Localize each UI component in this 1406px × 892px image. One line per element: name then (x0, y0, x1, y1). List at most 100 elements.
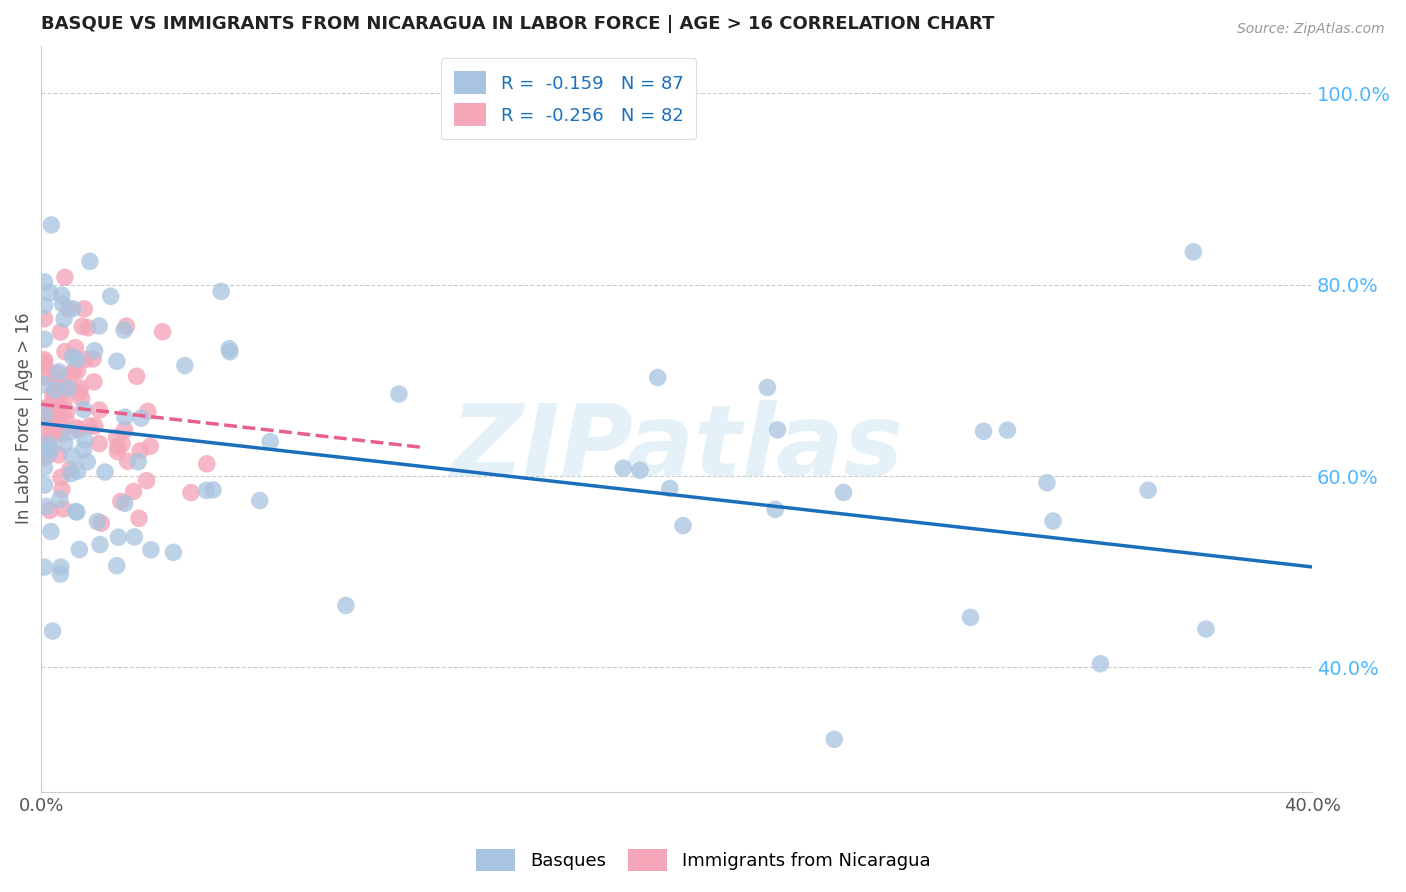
Point (89, 318, 111, 333)
Point (195, 483, 218, 498)
Point (55, 412, 77, 426)
Point (766, 423, 789, 437)
Point (152, 325, 174, 339)
Point (34, 460, 56, 475)
Point (997, 423, 1019, 437)
Point (135, 474, 157, 488)
Point (59, 462, 82, 476)
Point (42, 386, 65, 401)
Point (658, 482, 681, 496)
Point (53, 312, 76, 326)
Point (72, 442, 94, 457)
Point (259, 434, 281, 449)
Point (38, 448, 60, 462)
Point (195, 457, 218, 471)
Point (34, 275, 56, 289)
Point (110, 494, 132, 508)
Point (48, 448, 70, 462)
Point (49, 325, 72, 339)
Point (34, 359, 56, 374)
Point (41, 624, 63, 638)
Point (58, 301, 80, 316)
Point (218, 342, 240, 356)
Point (122, 484, 145, 499)
Point (335, 599, 357, 613)
Point (105, 354, 128, 368)
Point (49, 560, 72, 574)
Point (973, 424, 995, 438)
Point (75, 352, 97, 367)
Point (83, 419, 105, 434)
Point (66, 364, 89, 378)
Point (60, 467, 83, 481)
Point (612, 461, 634, 475)
Point (107, 530, 129, 544)
Y-axis label: In Labor Force | Age > 16: In Labor Force | Age > 16 (15, 313, 32, 524)
Point (105, 430, 128, 444)
Point (201, 483, 224, 497)
Point (823, 732, 845, 747)
Point (173, 359, 195, 373)
Point (38, 416, 60, 430)
Point (117, 454, 139, 468)
Point (69, 381, 91, 395)
Point (89, 436, 111, 450)
Point (86, 515, 108, 529)
Point (41, 409, 63, 424)
Point (115, 319, 138, 334)
Point (42, 390, 65, 404)
Point (83, 375, 105, 389)
Point (35, 401, 58, 415)
Point (129, 411, 152, 425)
Point (1195, 622, 1218, 636)
Point (51, 297, 73, 311)
Point (34, 427, 56, 442)
Point (763, 502, 786, 516)
Point (89, 403, 111, 417)
Point (51, 378, 73, 392)
Point (49, 492, 72, 507)
Point (45, 383, 67, 397)
Point (114, 423, 136, 437)
Point (83, 343, 105, 358)
Point (45, 376, 67, 391)
Point (388, 387, 411, 401)
Point (48, 393, 70, 408)
Point (94, 465, 117, 479)
Point (66, 422, 89, 436)
Point (53, 270, 76, 285)
Point (65, 505, 87, 519)
Point (51, 288, 73, 302)
Point (48, 365, 70, 379)
Point (49, 470, 72, 484)
Point (53, 392, 76, 407)
Point (128, 511, 150, 525)
Point (49, 567, 72, 582)
Point (136, 404, 159, 418)
Point (111, 437, 134, 451)
Point (66, 464, 89, 478)
Point (127, 455, 149, 469)
Point (180, 485, 202, 500)
Point (51, 426, 73, 441)
Point (105, 558, 128, 573)
Text: Source: ZipAtlas.com: Source: ZipAtlas.com (1237, 22, 1385, 37)
Point (67, 542, 90, 557)
Point (112, 323, 135, 337)
Point (832, 485, 855, 500)
Point (52, 501, 75, 516)
Point (59, 425, 82, 439)
Point (79, 419, 101, 434)
Point (37, 447, 59, 461)
Point (1042, 514, 1064, 528)
Point (1182, 244, 1205, 259)
Point (48, 403, 70, 417)
Point (647, 370, 669, 384)
Point (73, 301, 96, 316)
Point (41, 425, 63, 439)
Point (37, 437, 59, 451)
Point (107, 440, 129, 454)
Point (73, 402, 96, 417)
Point (70, 319, 93, 334)
Point (34, 478, 56, 492)
